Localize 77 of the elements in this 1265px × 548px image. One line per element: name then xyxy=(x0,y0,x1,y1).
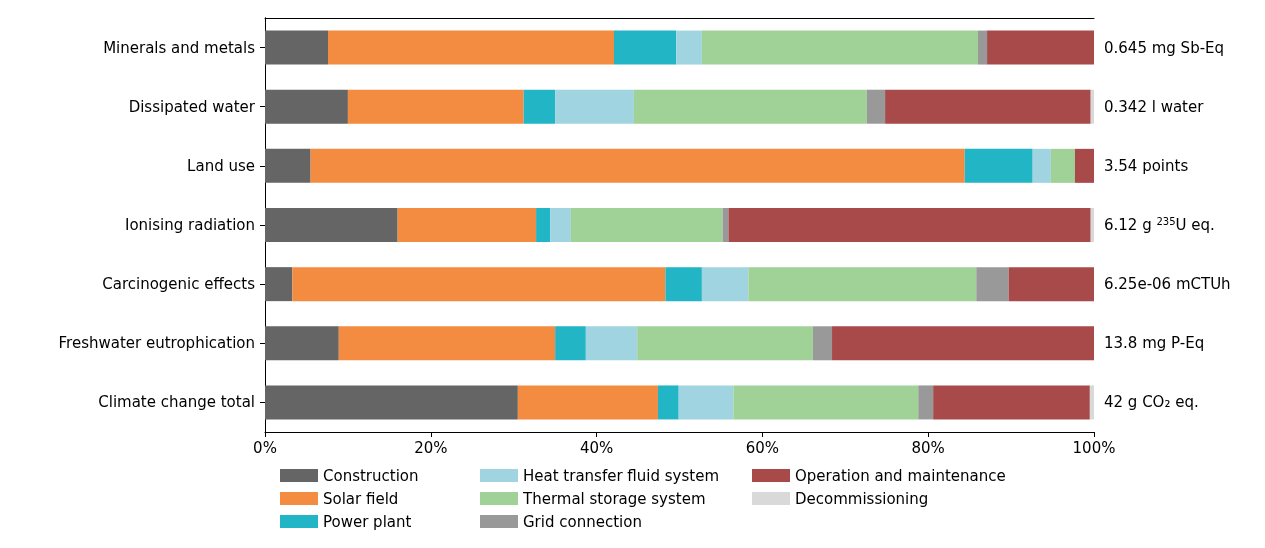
bar xyxy=(265,148,311,183)
legend-label: Thermal storage system xyxy=(522,489,706,508)
x-tick-label: 20% xyxy=(414,438,448,457)
bar xyxy=(933,385,1090,420)
y-tick-label: Land use xyxy=(187,156,255,175)
text: 13.8 mg P-Eq xyxy=(1104,334,1205,353)
x-tick-label: 60% xyxy=(745,438,780,457)
bar xyxy=(265,326,339,361)
bar xyxy=(733,385,919,420)
bar xyxy=(310,148,965,183)
text: 0.645 mg Sb-Eq xyxy=(1104,38,1225,57)
bar xyxy=(812,326,833,361)
y-tick-label: Dissipated water xyxy=(128,97,256,116)
bar xyxy=(614,30,677,65)
x-tick-label: 0% xyxy=(253,438,277,457)
bar xyxy=(338,326,556,361)
x-tick-label: 80% xyxy=(911,438,945,457)
bar xyxy=(517,385,658,420)
bar xyxy=(637,326,813,361)
bar xyxy=(397,208,537,242)
legend-label: Construction xyxy=(323,466,419,485)
bar xyxy=(265,385,518,420)
bar xyxy=(885,89,1091,124)
text: 42 g CO₂ eq. xyxy=(1104,393,1199,412)
bar xyxy=(550,208,571,242)
bar xyxy=(292,267,666,302)
bar xyxy=(1008,267,1094,302)
bar xyxy=(976,267,1009,302)
text: 0.342 l water xyxy=(1104,97,1205,116)
bar xyxy=(728,208,1091,242)
x-tick-label: 40% xyxy=(579,438,614,457)
bar xyxy=(265,267,293,302)
y-tick-label: Carcinogenic effects xyxy=(102,275,256,294)
text: 3.54 points xyxy=(1104,156,1189,175)
bar xyxy=(347,89,524,124)
bar xyxy=(657,385,679,420)
bar xyxy=(555,326,586,361)
legend-label: Grid connection xyxy=(523,512,642,531)
bar xyxy=(832,326,1094,361)
bar xyxy=(678,385,734,420)
bar xyxy=(665,267,702,302)
bar xyxy=(701,267,749,302)
legend-label: Solar field xyxy=(323,489,399,508)
text: 6.25e-06 mCTUh xyxy=(1104,275,1231,294)
bar xyxy=(977,30,988,65)
legend-label: Decommissioning xyxy=(795,489,929,508)
bar xyxy=(918,385,934,420)
bar xyxy=(701,30,978,65)
bar xyxy=(748,267,977,302)
bar xyxy=(1050,148,1075,183)
x-tick-label: 100% xyxy=(1072,438,1116,457)
y-tick-label: Climate change total xyxy=(98,393,255,412)
y-tick-label: Freshwater eutrophication xyxy=(58,334,255,353)
bar xyxy=(265,89,348,124)
bar xyxy=(265,208,398,242)
bar xyxy=(987,30,1094,65)
bar xyxy=(1074,148,1094,183)
bar xyxy=(964,148,1033,183)
bar xyxy=(866,89,886,124)
legend-label: Power plant xyxy=(323,512,412,531)
bar xyxy=(1090,208,1094,242)
bar xyxy=(676,30,702,65)
legend-label: Operation and maintenance xyxy=(795,466,1006,485)
bar xyxy=(633,89,867,124)
bar xyxy=(1090,89,1094,124)
bar xyxy=(570,208,723,242)
bar xyxy=(1089,385,1094,420)
bar xyxy=(536,208,551,242)
bar xyxy=(523,89,556,124)
bar xyxy=(265,30,328,65)
y-tick-label: Ionising radiation xyxy=(124,216,255,234)
bar xyxy=(1032,148,1051,183)
bar xyxy=(585,326,638,361)
bar xyxy=(328,30,615,65)
legend-label: Heat transfer fluid system xyxy=(523,466,719,485)
bar xyxy=(555,89,634,124)
y-tick-label: Minerals and metals xyxy=(103,38,256,57)
